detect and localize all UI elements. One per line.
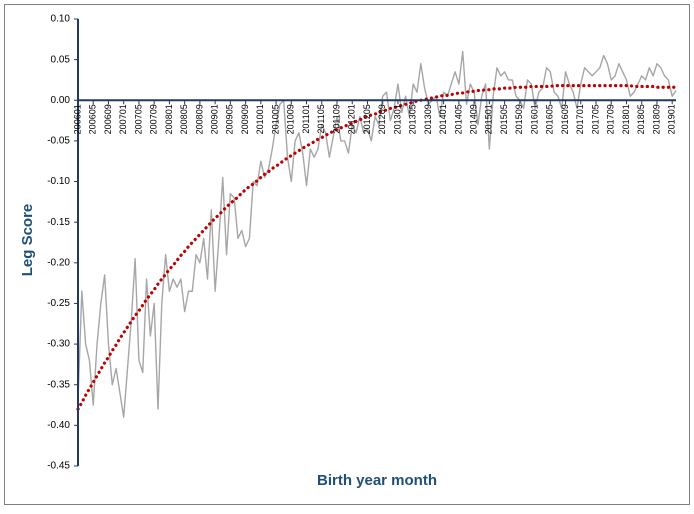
x-tick-label: 201609 <box>560 104 570 134</box>
x-tick-label: 200909 <box>240 104 250 134</box>
x-tick-label: 201005 <box>270 104 280 134</box>
x-tick-label: 201805 <box>636 104 646 134</box>
y-tick-label: -0.05 <box>47 136 70 147</box>
x-tick-label: 201705 <box>590 104 600 134</box>
x-tick-label: 201505 <box>499 104 509 134</box>
x-tick-label: 201709 <box>606 104 616 134</box>
x-tick-label: 200709 <box>149 104 159 134</box>
x-tick-label: 200805 <box>179 104 189 134</box>
x-tick-label: 200801 <box>164 104 174 134</box>
y-tick-label: 0.05 <box>51 54 71 65</box>
x-tick-label: 201605 <box>545 104 555 134</box>
chart-border <box>4 4 690 505</box>
y-tick-label: -0.40 <box>47 420 70 431</box>
x-tick-label: 201501 <box>484 104 494 134</box>
x-tick-label: 201201 <box>347 104 357 134</box>
y-tick-label: 0.10 <box>51 14 71 25</box>
x-tick-label: 201205 <box>362 104 372 134</box>
x-tick-label: 201405 <box>453 104 463 134</box>
x-tick-label: 201509 <box>514 104 524 134</box>
x-tick-label: 200905 <box>225 104 235 134</box>
x-tick-label: 201801 <box>621 104 631 134</box>
x-tick-label: 201001 <box>255 104 265 134</box>
y-tick-label: -0.35 <box>47 379 70 390</box>
y-axis-title: Leg Score <box>19 204 36 277</box>
x-tick-label: 201309 <box>423 104 433 134</box>
x-tick-label: 201701 <box>575 104 585 134</box>
x-tick-label: 200705 <box>133 104 143 134</box>
y-tick-label: -0.25 <box>47 298 70 309</box>
y-tick-label: -0.15 <box>47 217 70 228</box>
x-tick-label: 201101 <box>301 104 311 133</box>
x-tick-label: 200605 <box>88 104 98 134</box>
x-tick-label: 201305 <box>408 104 418 134</box>
x-tick-label: 201301 <box>392 104 402 134</box>
x-tick-label: 200701 <box>118 104 128 134</box>
x-tick-label: 200901 <box>209 104 219 134</box>
y-tick-label: -0.20 <box>47 257 70 268</box>
x-tick-label: 201901 <box>667 104 677 134</box>
x-tick-label: 201009 <box>286 104 296 134</box>
y-tick-label: 0.00 <box>51 95 71 106</box>
x-tick-label: 201809 <box>651 104 661 134</box>
y-tick-label: -0.45 <box>47 461 70 472</box>
y-tick-label: -0.10 <box>47 176 70 187</box>
x-tick-label: 200609 <box>103 104 113 134</box>
x-tick-label: 201401 <box>438 104 448 134</box>
y-tick-label: -0.30 <box>47 339 70 350</box>
x-tick-label: 201105 <box>316 104 326 133</box>
x-tick-label: 201209 <box>377 104 387 134</box>
x-tick-label: 200809 <box>194 104 204 134</box>
data-line <box>77 50 677 418</box>
x-tick-label: 201409 <box>469 104 479 134</box>
x-tick-label: 200601 <box>72 104 82 134</box>
data-line <box>76 84 678 411</box>
x-tick-label: 201109 <box>331 104 341 133</box>
x-tick-label: 201601 <box>529 104 539 134</box>
x-axis-title: Birth year month <box>317 472 437 489</box>
